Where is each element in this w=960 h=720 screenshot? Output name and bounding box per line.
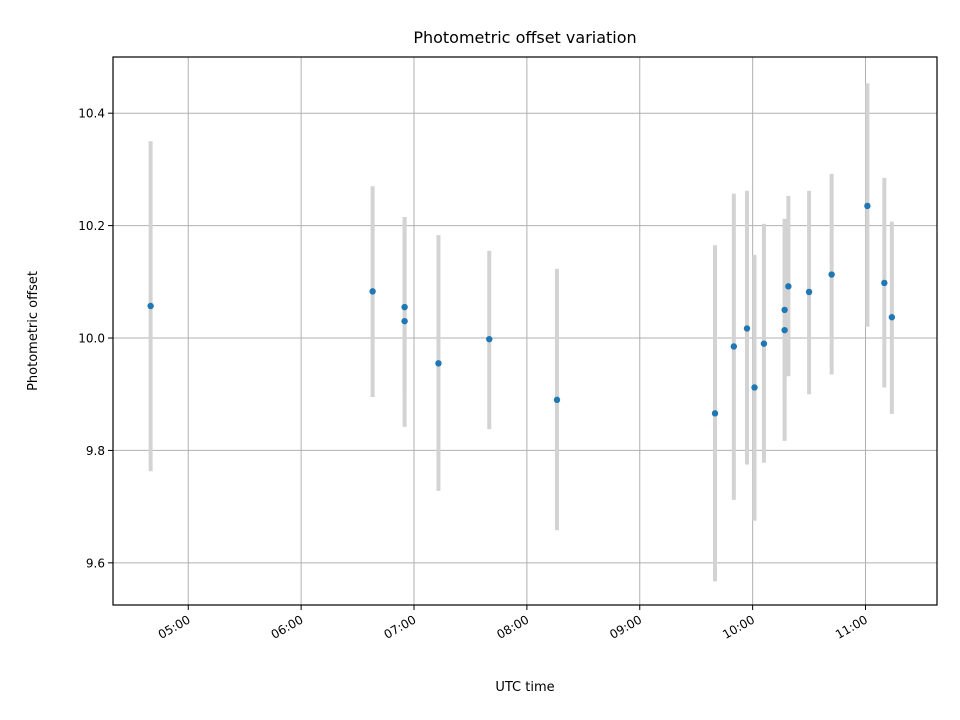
data-point	[828, 271, 835, 278]
data-point	[805, 288, 813, 296]
data-point	[881, 279, 888, 287]
chart-title: Photometric offset variation	[413, 28, 636, 47]
data-point	[711, 410, 719, 417]
data-point	[743, 325, 751, 332]
data-point	[435, 360, 442, 367]
data-point	[781, 306, 788, 314]
y-tick-label: 10.4	[78, 107, 105, 121]
data-points	[147, 202, 896, 417]
data-point	[730, 343, 738, 350]
x-axis-label: UTC time	[495, 680, 554, 695]
data-point	[401, 317, 408, 325]
data-point	[888, 314, 896, 321]
data-point	[401, 303, 408, 311]
data-point	[486, 335, 493, 343]
y-tick-label: 10.2	[78, 219, 105, 233]
y-axis-label: Photometric offset	[26, 271, 41, 391]
data-point	[751, 384, 758, 391]
y-tick-label: 9.8	[86, 444, 105, 458]
data-point	[147, 302, 154, 310]
data-point	[785, 283, 792, 290]
data-point	[553, 396, 561, 404]
y-tick-label: 10.0	[78, 332, 105, 346]
data-point	[369, 288, 376, 295]
data-point	[864, 202, 871, 210]
plot-frame	[112, 56, 938, 606]
y-axis-ticks: 9.6 9.8 10.0 10.2 10.4	[78, 107, 113, 570]
data-point	[760, 340, 768, 347]
y-tick-label: 9.6	[86, 556, 105, 570]
data-point	[781, 326, 788, 334]
